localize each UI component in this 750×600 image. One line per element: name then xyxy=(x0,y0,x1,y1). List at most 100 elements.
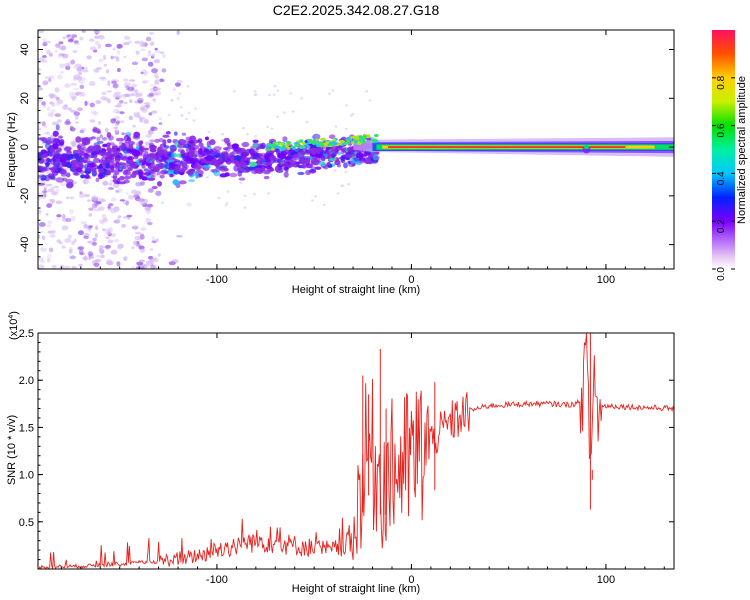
noise-dot xyxy=(49,52,53,57)
noise-dot xyxy=(73,87,80,90)
noise-dot xyxy=(95,100,102,105)
noise-dot xyxy=(100,77,107,82)
band-dot xyxy=(50,138,58,144)
tone-dot xyxy=(271,143,277,147)
band-dot xyxy=(65,179,74,184)
noise-dot xyxy=(159,78,165,83)
band-dot xyxy=(159,174,165,179)
tone-dot xyxy=(281,144,286,148)
noise-dot xyxy=(143,264,148,269)
band-dot xyxy=(252,143,259,148)
noise-dot xyxy=(94,225,99,231)
band-dot xyxy=(75,136,82,143)
band-dot xyxy=(263,175,270,180)
noise-dot xyxy=(89,119,96,123)
band-dot xyxy=(240,152,248,158)
noise-dot xyxy=(176,79,183,84)
band-dot xyxy=(151,174,155,181)
noise-dot xyxy=(93,30,101,34)
colorbar-gradient xyxy=(712,30,735,269)
noise-dot xyxy=(116,50,121,55)
colorbar-tick-label: 0.4 xyxy=(716,171,727,185)
band-dot xyxy=(185,147,193,153)
noise-dot xyxy=(43,124,48,128)
noise-dot xyxy=(116,261,121,267)
noise-dot xyxy=(150,264,156,269)
noise-dot xyxy=(128,115,133,121)
noise-dot xyxy=(134,92,139,98)
snr-y-multiplier: (x104) xyxy=(8,311,20,340)
noise-dot xyxy=(95,255,101,258)
noise-dot xyxy=(245,133,249,136)
noise-dot xyxy=(95,67,102,70)
noise-dot xyxy=(243,194,247,197)
noise-dot xyxy=(121,132,126,136)
noise-dot xyxy=(38,127,41,131)
band-dot xyxy=(238,161,247,166)
band-dot xyxy=(128,143,134,150)
band-dot xyxy=(203,164,211,169)
noise-dot xyxy=(86,227,92,232)
band-dot xyxy=(166,159,175,163)
band-dot xyxy=(223,147,229,151)
band-dot xyxy=(174,160,183,165)
noise-dot xyxy=(72,128,76,132)
noise-dot xyxy=(239,181,243,185)
noise-dot xyxy=(51,121,59,126)
noise-dot xyxy=(151,110,158,114)
band-dot xyxy=(204,160,213,165)
x-tick-label: 0 xyxy=(408,274,414,286)
noise-dot xyxy=(140,71,144,75)
band-dot xyxy=(219,173,228,178)
noise-dot xyxy=(349,114,353,117)
noise-dot xyxy=(233,90,236,93)
band-dot xyxy=(206,140,211,148)
band-dot xyxy=(197,138,203,144)
band-dot xyxy=(163,170,169,174)
noise-dot xyxy=(75,91,83,96)
band-dot xyxy=(201,152,206,158)
tone-dot xyxy=(305,142,309,146)
band-dot xyxy=(88,137,93,141)
band-dot xyxy=(225,158,232,165)
tone-dot xyxy=(356,142,362,145)
noise-dot xyxy=(47,188,54,193)
noise-dot xyxy=(105,244,111,249)
band-dot xyxy=(172,179,180,186)
noise-dot xyxy=(161,201,165,204)
band-dot xyxy=(124,169,129,175)
band-dot xyxy=(161,149,168,156)
noise-dot xyxy=(88,81,96,86)
spectrogram-x-axis: -100 0 100 xyxy=(60,30,665,286)
tone-dot xyxy=(340,140,344,144)
noise-dot xyxy=(65,167,69,171)
noise-dot xyxy=(122,224,127,227)
noise-dot xyxy=(134,100,141,104)
noise-dot xyxy=(88,38,95,42)
noise-dot xyxy=(184,117,188,121)
noise-dot xyxy=(44,40,51,44)
noise-dot xyxy=(139,234,145,240)
band-dot xyxy=(114,157,121,163)
noise-dot xyxy=(72,50,78,53)
noise-dot xyxy=(242,126,246,130)
band-dot xyxy=(91,169,98,173)
noise-dot xyxy=(134,41,141,44)
noise-dot xyxy=(140,227,147,231)
band-dot xyxy=(50,146,54,153)
band-dot xyxy=(268,155,277,161)
spectrogram-panel: -100 0 100 -40 -20 0 20 40 Height of straight … xyxy=(6,29,675,296)
noise-dot xyxy=(123,101,128,105)
band-dot xyxy=(106,147,113,153)
noise-dot xyxy=(50,186,56,190)
noise-dot xyxy=(41,190,48,194)
snr-data xyxy=(38,333,674,569)
noise-dot xyxy=(55,43,61,48)
noise-dot xyxy=(151,68,159,74)
band-dot xyxy=(162,134,170,138)
noise-dot xyxy=(155,238,159,242)
noise-dot xyxy=(136,190,142,196)
band-dot xyxy=(187,170,194,176)
tone-dot xyxy=(307,145,311,149)
noise-dot xyxy=(270,127,274,130)
